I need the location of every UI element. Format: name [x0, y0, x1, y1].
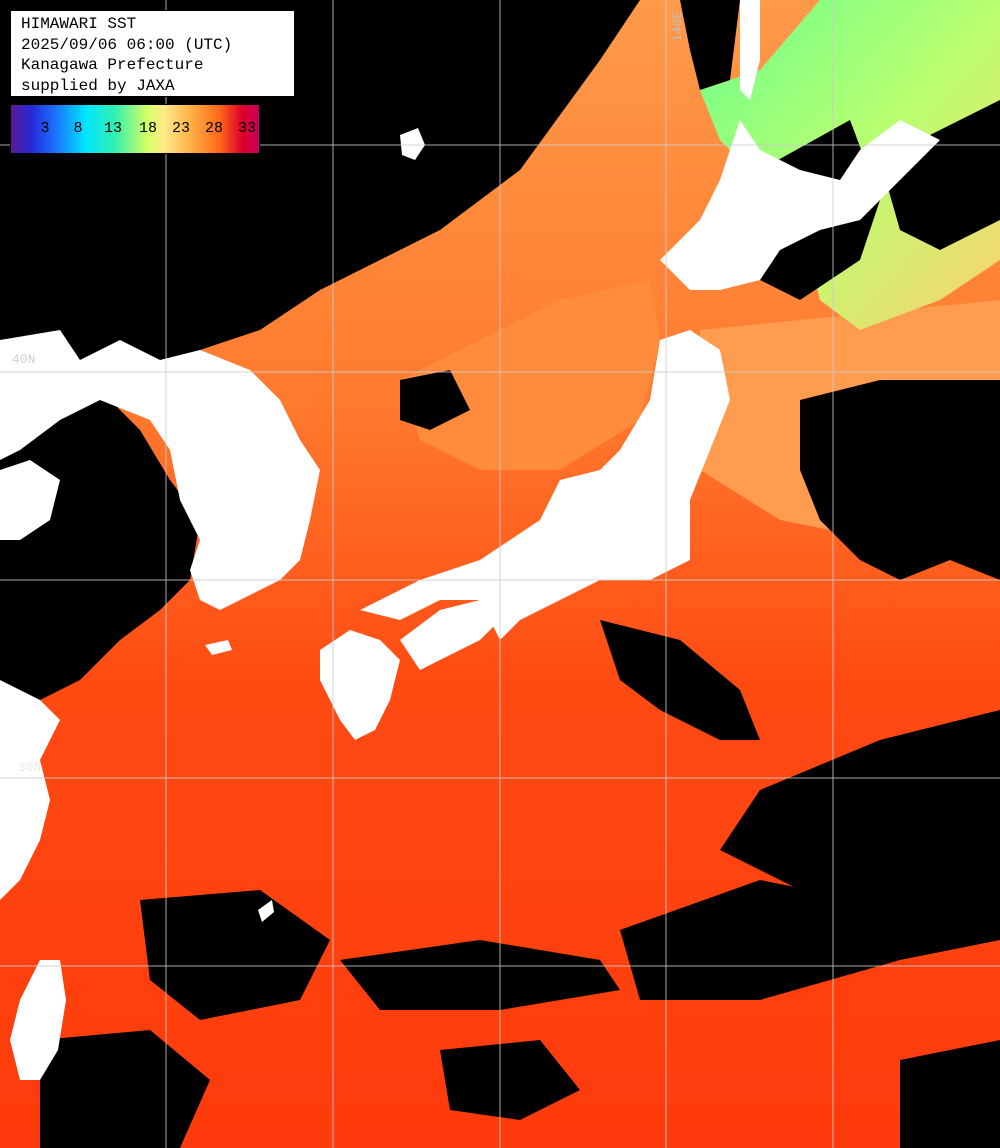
land: [0, 0, 940, 1080]
land-korea: [0, 330, 320, 610]
land-kyushu: [320, 630, 400, 740]
land-taiwan: [10, 960, 66, 1080]
legend-tick: 13: [103, 120, 123, 137]
land-china-coast: [0, 460, 60, 540]
title-line-region: Kanagawa Prefecture: [21, 56, 204, 74]
legend-tick: 23: [171, 120, 191, 137]
latitude-label-40n: 40N: [12, 352, 36, 367]
land-sakhalin: [740, 0, 760, 100]
legend-tick: 33: [237, 120, 257, 137]
land-shikoku: [400, 600, 500, 670]
land-hokkaido: [660, 120, 940, 290]
land-honshu: [360, 330, 730, 640]
sea-mild: [400, 280, 660, 470]
title-line-product: HIMAWARI SST: [21, 15, 137, 33]
land-amami: [258, 900, 274, 922]
land-jeju: [205, 640, 232, 655]
legend-tick: 8: [73, 120, 83, 137]
legend-tick: 3: [40, 120, 50, 137]
title-line-credit: supplied by JAXA: [21, 76, 175, 95]
map-title-box: HIMAWARI SST 2025/09/06 06:00 (UTC) Kana…: [10, 10, 295, 97]
latitude-label-30n: 30N: [18, 760, 42, 775]
land-china-east: [0, 680, 60, 900]
legend-tick: 28: [204, 120, 224, 137]
legend-tick: 18: [138, 120, 158, 137]
title-line-datetime: 2025/09/06 06:00 (UTC): [21, 35, 233, 54]
longitude-label-140e: 140E: [670, 10, 685, 42]
color-scale-legend: 3 8 13 18 23 28 33: [10, 104, 260, 154]
land-small-island: [400, 128, 425, 160]
